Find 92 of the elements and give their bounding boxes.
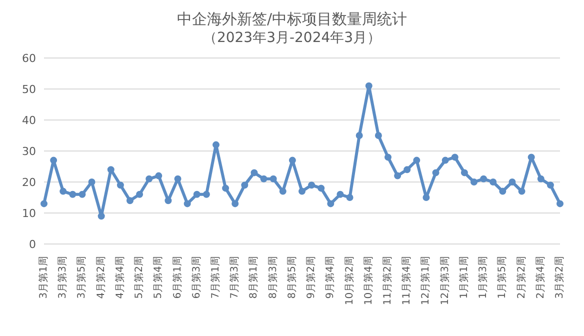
x-tick-label: 1月第1周 bbox=[458, 256, 470, 299]
point bbox=[470, 178, 478, 186]
point bbox=[404, 166, 411, 174]
x-tick-label: 3月第1周 bbox=[38, 256, 50, 299]
y-tick-label: 30 bbox=[22, 144, 36, 158]
point bbox=[298, 188, 306, 195]
x-tick-label: 11月第4周 bbox=[400, 256, 413, 306]
point bbox=[327, 200, 334, 208]
point bbox=[136, 190, 144, 198]
point bbox=[460, 169, 468, 176]
point bbox=[432, 169, 440, 176]
point bbox=[222, 184, 230, 192]
point bbox=[212, 141, 220, 148]
point bbox=[308, 182, 316, 189]
point bbox=[556, 200, 564, 208]
x-tick-label: 3月第3周 bbox=[56, 256, 69, 299]
point bbox=[232, 200, 239, 208]
point bbox=[365, 82, 372, 90]
point bbox=[250, 169, 258, 176]
x-tick-label: 3月第2周 bbox=[554, 256, 566, 299]
x-tick-label: 2月第4周 bbox=[534, 256, 546, 299]
point bbox=[546, 182, 554, 189]
point bbox=[288, 156, 296, 164]
point bbox=[451, 154, 458, 161]
x-tick-label: 4月第4周 bbox=[114, 256, 126, 299]
y-tick-label: 60 bbox=[22, 52, 36, 65]
x-tick-label: 5月第2周 bbox=[133, 256, 146, 299]
point bbox=[356, 132, 363, 139]
point bbox=[174, 175, 182, 182]
point bbox=[346, 194, 354, 201]
x-tick-label: 12月第1周 bbox=[420, 256, 432, 306]
y-tick-label: 40 bbox=[22, 114, 36, 127]
point bbox=[155, 172, 162, 180]
point bbox=[146, 175, 153, 182]
y-tick-label: 0 bbox=[29, 238, 36, 251]
point bbox=[98, 212, 105, 220]
x-tick-label: 6月第3周 bbox=[190, 256, 202, 299]
point bbox=[422, 194, 430, 201]
x-tick-label: 1月第5周 bbox=[496, 256, 508, 299]
point bbox=[413, 156, 420, 164]
point bbox=[184, 200, 191, 208]
x-tick-label: 9月第2周 bbox=[305, 256, 318, 299]
point bbox=[88, 178, 96, 186]
point bbox=[193, 190, 200, 198]
point bbox=[480, 175, 488, 182]
x-tick-label: 8月第5周 bbox=[286, 256, 298, 299]
point bbox=[78, 190, 86, 198]
chart-subtitle: （2023年3月-2024年3月） bbox=[202, 29, 382, 48]
point bbox=[336, 190, 344, 198]
point bbox=[490, 178, 497, 186]
x-tick-label: 9月第4周 bbox=[324, 256, 336, 299]
point bbox=[394, 172, 402, 180]
point bbox=[508, 178, 516, 186]
point bbox=[537, 175, 544, 182]
point bbox=[202, 190, 210, 198]
x-tick-label: 1月第3周 bbox=[477, 256, 490, 299]
x-tick-label: 5月第4周 bbox=[152, 256, 164, 299]
chart-title: 中企海外新签/中标项目数量周统计 bbox=[176, 10, 408, 29]
x-tick-label: 4月第2周 bbox=[94, 256, 107, 299]
point bbox=[384, 154, 392, 161]
x-tick-label: 7月第1周 bbox=[210, 256, 222, 299]
x-tick-label: 8月第1周 bbox=[248, 256, 260, 299]
x-tick-label: 11月第2周 bbox=[382, 256, 394, 306]
x-tick-label: 10月第4周 bbox=[362, 256, 374, 306]
point bbox=[116, 182, 124, 189]
x-tick-label: 12月第3周 bbox=[438, 256, 451, 306]
point bbox=[518, 188, 526, 195]
x-tick-label: 10月第2周 bbox=[343, 256, 356, 306]
point bbox=[442, 156, 449, 164]
point bbox=[241, 182, 248, 189]
point bbox=[60, 188, 67, 195]
point bbox=[374, 132, 382, 139]
x-tick-label: 2月第2周 bbox=[515, 256, 528, 299]
y-tick-label: 20 bbox=[22, 176, 36, 189]
x-tick-label: 3月第5周 bbox=[76, 256, 88, 299]
y-tick-label: 10 bbox=[22, 206, 36, 220]
point bbox=[279, 188, 286, 195]
x-tick-label: 8月第3周 bbox=[266, 256, 279, 299]
point bbox=[126, 197, 134, 204]
point bbox=[50, 156, 58, 164]
point bbox=[260, 175, 268, 182]
point bbox=[69, 190, 76, 198]
point bbox=[40, 200, 48, 208]
point bbox=[270, 175, 277, 182]
point bbox=[107, 166, 114, 174]
point bbox=[528, 154, 535, 161]
x-tick-label: 6月第1周 bbox=[171, 256, 184, 299]
y-tick-label: 50 bbox=[22, 82, 36, 96]
x-tick-label: 7月第3周 bbox=[228, 256, 241, 299]
point bbox=[164, 197, 172, 204]
point bbox=[318, 184, 325, 192]
point bbox=[499, 188, 506, 195]
